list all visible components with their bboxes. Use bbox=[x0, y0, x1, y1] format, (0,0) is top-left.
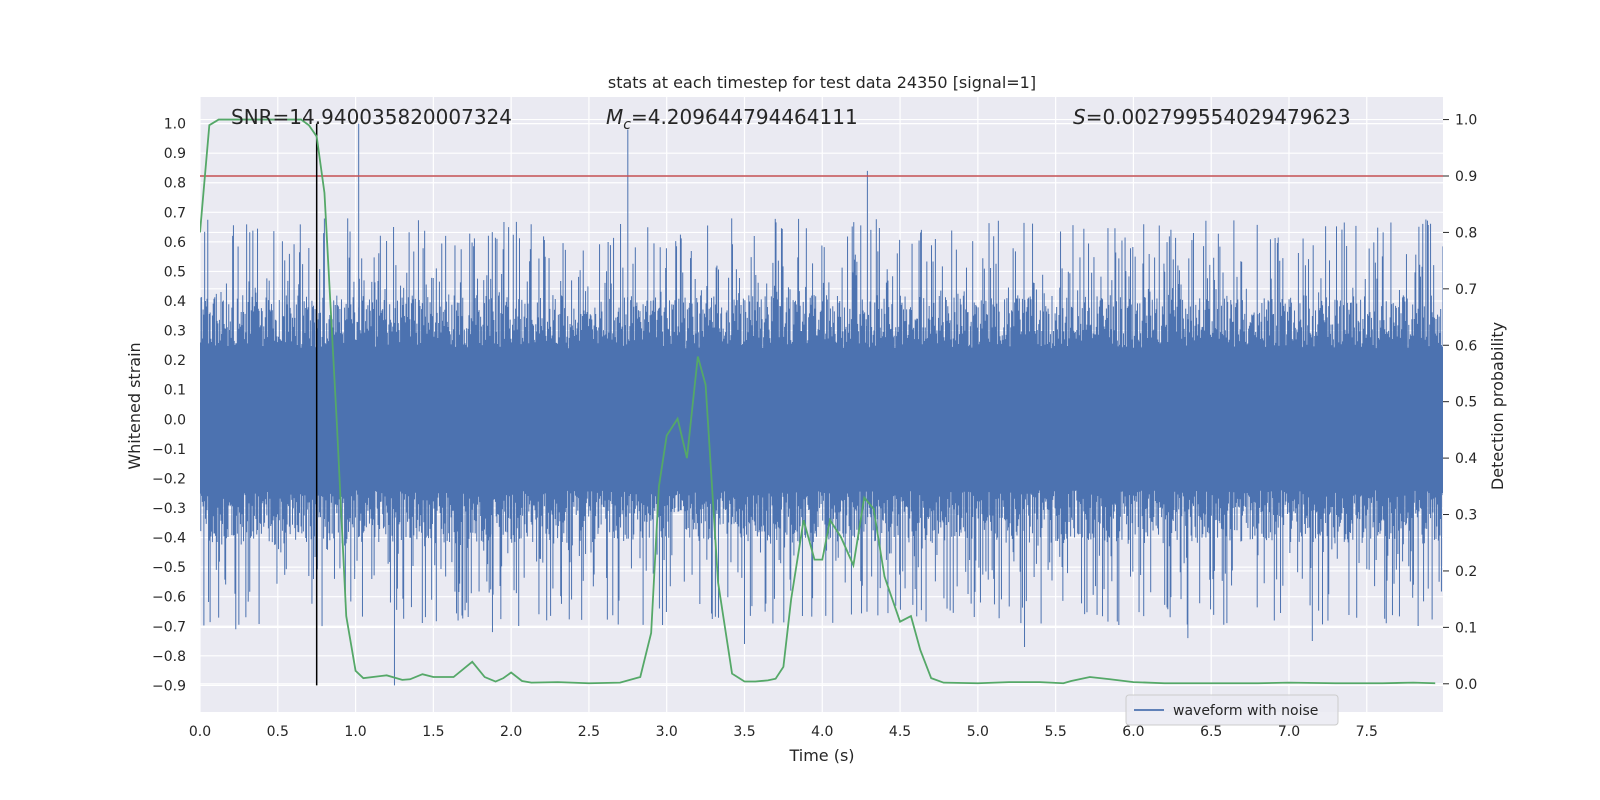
x-tick-label: 7.5 bbox=[1356, 724, 1378, 740]
right-y-axis-label: Detection probability bbox=[1488, 322, 1507, 490]
x-tick-label: 6.5 bbox=[1200, 724, 1222, 740]
right-y-tick-label: 0.0 bbox=[1455, 677, 1477, 693]
s-annotation: S=0.002799554029479623 bbox=[1073, 105, 1351, 129]
left-y-tick-label: −0.7 bbox=[152, 619, 186, 635]
right-y-tick-label: 0.2 bbox=[1455, 564, 1477, 580]
left-y-tick-label: 0.8 bbox=[164, 176, 186, 192]
x-tick-label: 7.0 bbox=[1278, 724, 1300, 740]
chirp-mass-symbol: M bbox=[606, 105, 623, 129]
x-tick-label: 1.0 bbox=[344, 724, 366, 740]
x-tick-label: 2.5 bbox=[578, 724, 600, 740]
x-tick-labels: 0.0 0.5 1.0 1.5 2.0 2.5 3.0 3.5 4.0 4.5 5.0 5.5 6.0 6… bbox=[189, 724, 1378, 740]
x-tick-label: 5.0 bbox=[967, 724, 989, 740]
x-tick-label: 4.0 bbox=[811, 724, 833, 740]
x-tick-label: 3.5 bbox=[733, 724, 755, 740]
left-y-axis-label: Whitened strain bbox=[125, 342, 144, 469]
probability-series-line bbox=[200, 118, 1436, 685]
left-y-tick-label: 0.1 bbox=[164, 383, 186, 399]
x-tick-label: 2.0 bbox=[500, 724, 522, 740]
right-y-tick-label: 0.5 bbox=[1455, 395, 1477, 411]
chart-title: stats at each timestep for test data 243… bbox=[608, 73, 1036, 92]
left-y-tick-label: −0.9 bbox=[152, 678, 186, 694]
x-axis-label: Time (s) bbox=[788, 746, 854, 765]
right-y-tick-label: 0.8 bbox=[1455, 225, 1477, 241]
chirp-mass-subscript: c bbox=[623, 117, 631, 133]
left-y-tick-label: −0.4 bbox=[152, 531, 186, 547]
left-y-tick-labels: 1.0 0.9 0.8 0.7 0.6 0.5 0.4 0.3 0.2 0.1 0.0 −0.1 −0.… bbox=[152, 117, 186, 695]
s-value: =0.002799554029479623 bbox=[1086, 105, 1351, 129]
left-y-tick-label: −0.5 bbox=[152, 560, 186, 576]
snr-annotation: SNR=14.940035820007324 bbox=[231, 105, 512, 129]
chirp-mass-annotation: Mc=4.209644794464111 bbox=[606, 105, 858, 133]
left-y-tick-label: −0.6 bbox=[152, 590, 186, 606]
left-y-tick-label: 1.0 bbox=[164, 117, 186, 133]
legend-box bbox=[1125, 694, 1339, 726]
x-tick-label: 3.0 bbox=[656, 724, 678, 740]
left-y-tick-label: 0.6 bbox=[164, 235, 186, 251]
left-y-tick-label: −0.2 bbox=[152, 471, 186, 487]
left-y-tick-label: 0.3 bbox=[164, 324, 186, 340]
legend: waveform with noise bbox=[1125, 694, 1339, 726]
left-y-tick-label: −0.1 bbox=[152, 442, 186, 458]
right-y-tick-label: 0.3 bbox=[1455, 508, 1477, 524]
right-y-tick-label: 0.4 bbox=[1455, 451, 1477, 467]
left-y-tick-label: 0.5 bbox=[164, 264, 186, 280]
left-y-tick-label: 0.2 bbox=[164, 353, 186, 369]
chirp-mass-value: =4.209644794464111 bbox=[631, 105, 858, 129]
left-y-tick-label: 0.7 bbox=[164, 205, 186, 221]
left-y-tick-label: −0.3 bbox=[152, 501, 186, 517]
right-y-tick-labels: 1.0 0.9 0.8 0.7 0.6 0.5 0.4 0.3 0.2 0.1 0.0 bbox=[1443, 113, 1477, 693]
right-y-tick-label: 0.9 bbox=[1455, 169, 1477, 185]
x-tick-label: 0.5 bbox=[267, 724, 289, 740]
right-y-tick-label: 0.6 bbox=[1455, 338, 1477, 354]
right-y-tick-label: 0.1 bbox=[1455, 620, 1477, 636]
x-tick-label: 0.0 bbox=[189, 724, 211, 740]
legend-label-waveform: waveform with noise bbox=[1173, 703, 1318, 719]
left-y-tick-label: 0.0 bbox=[164, 412, 186, 428]
right-y-tick-label: 0.7 bbox=[1455, 282, 1477, 298]
x-tick-label: 6.0 bbox=[1122, 724, 1144, 740]
x-tick-label: 4.5 bbox=[889, 724, 911, 740]
right-y-tick-label: 1.0 bbox=[1455, 113, 1477, 129]
x-tick-label: 1.5 bbox=[422, 724, 444, 740]
left-y-tick-label: 0.9 bbox=[164, 146, 186, 162]
waveform-series-line bbox=[200, 123, 1443, 686]
s-symbol: S bbox=[1073, 105, 1086, 129]
x-tick-label: 5.5 bbox=[1044, 724, 1066, 740]
left-y-tick-label: −0.8 bbox=[152, 649, 186, 665]
left-y-tick-label: 0.4 bbox=[164, 294, 186, 310]
